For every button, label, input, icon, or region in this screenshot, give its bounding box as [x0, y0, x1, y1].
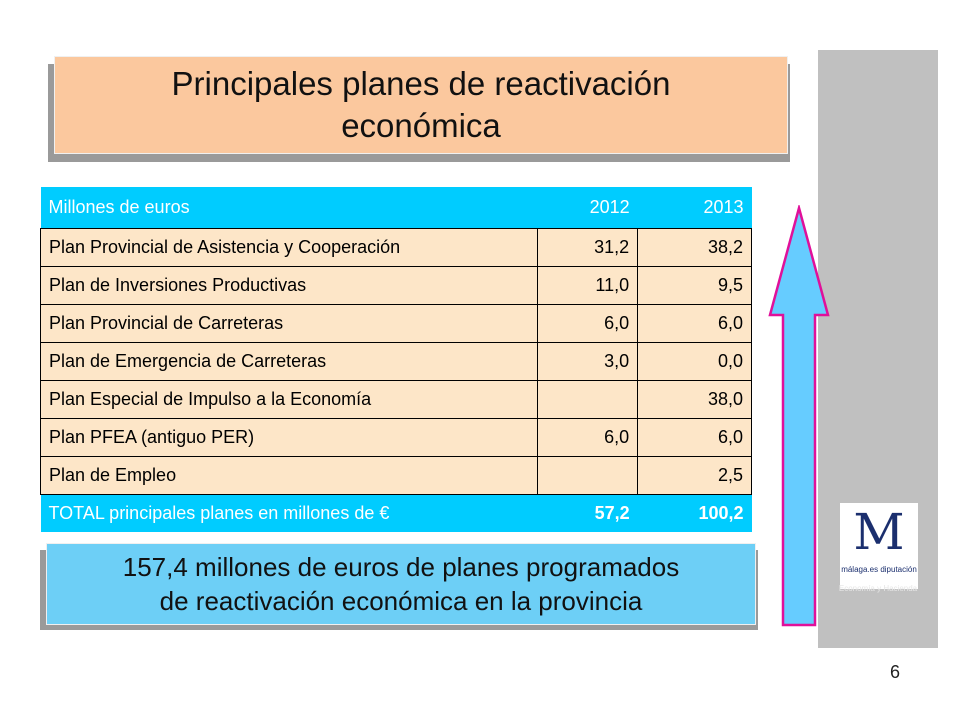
slide-title-text: Principales planes de reactivación econó… — [172, 63, 671, 147]
logo-department: Economía y Hacienda — [820, 584, 936, 593]
total-2012: 57,2 — [538, 494, 638, 532]
row-label: Plan Provincial de Carreteras — [41, 304, 538, 342]
total-label: TOTAL principales planes en millones de … — [41, 494, 538, 532]
summary-line-2: de reactivación económica en la provinci… — [160, 586, 643, 616]
row-label: Plan de Emergencia de Carreteras — [41, 342, 538, 380]
page-number: 6 — [880, 662, 910, 683]
row-label: Plan de Inversiones Productivas — [41, 266, 538, 304]
row-2012: 3,0 — [538, 342, 638, 380]
row-label: Plan PFEA (antiguo PER) — [41, 418, 538, 456]
table-row: Plan Provincial de Asistencia y Cooperac… — [41, 228, 752, 266]
row-2012: 6,0 — [538, 304, 638, 342]
row-2013: 38,0 — [638, 380, 752, 418]
table-row: Plan de Emergencia de Carreteras 3,0 0,0 — [41, 342, 752, 380]
row-2013: 0,0 — [638, 342, 752, 380]
logo-name: málaga.es diputación — [840, 565, 918, 574]
row-2012: 31,2 — [538, 228, 638, 266]
header-2012: 2012 — [538, 187, 638, 228]
slide-title: Principales planes de reactivación econó… — [54, 56, 788, 154]
table-row: Plan de Inversiones Productivas 11,0 9,5 — [41, 266, 752, 304]
title-line-1: Principales planes de reactivación — [172, 65, 671, 102]
table-row: Plan Provincial de Carreteras 6,0 6,0 — [41, 304, 752, 342]
row-label: Plan Provincial de Asistencia y Cooperac… — [41, 228, 538, 266]
table-row: Plan PFEA (antiguo PER) 6,0 6,0 — [41, 418, 752, 456]
row-2012: 11,0 — [538, 266, 638, 304]
table-total-row: TOTAL principales planes en millones de … — [41, 494, 752, 532]
row-2012 — [538, 456, 638, 494]
row-2013: 9,5 — [638, 266, 752, 304]
row-2013: 38,2 — [638, 228, 752, 266]
row-2013: 2,5 — [638, 456, 752, 494]
title-line-2: económica — [341, 107, 501, 144]
row-label: Plan de Empleo — [41, 456, 538, 494]
header-label: Millones de euros — [41, 187, 538, 228]
row-label: Plan Especial de Impulso a la Economía — [41, 380, 538, 418]
row-2013: 6,0 — [638, 304, 752, 342]
summary-box: 157,4 millones de euros de planes progra… — [46, 543, 756, 625]
malaga-logo-icon: M — [840, 500, 918, 564]
table-row: Plan Especial de Impulso a la Economía 3… — [41, 380, 752, 418]
total-2013: 100,2 — [638, 494, 752, 532]
summary-text: 157,4 millones de euros de planes progra… — [123, 550, 679, 618]
row-2012: 6,0 — [538, 418, 638, 456]
header-2013: 2013 — [638, 187, 752, 228]
plans-table: Millones de euros 2012 2013 Plan Provinc… — [40, 187, 752, 532]
up-arrow-icon — [766, 205, 832, 629]
table-row: Plan de Empleo 2,5 — [41, 456, 752, 494]
row-2012 — [538, 380, 638, 418]
row-2013: 6,0 — [638, 418, 752, 456]
table-header-row: Millones de euros 2012 2013 — [41, 187, 752, 228]
summary-line-1: 157,4 millones de euros de planes progra… — [123, 552, 679, 582]
